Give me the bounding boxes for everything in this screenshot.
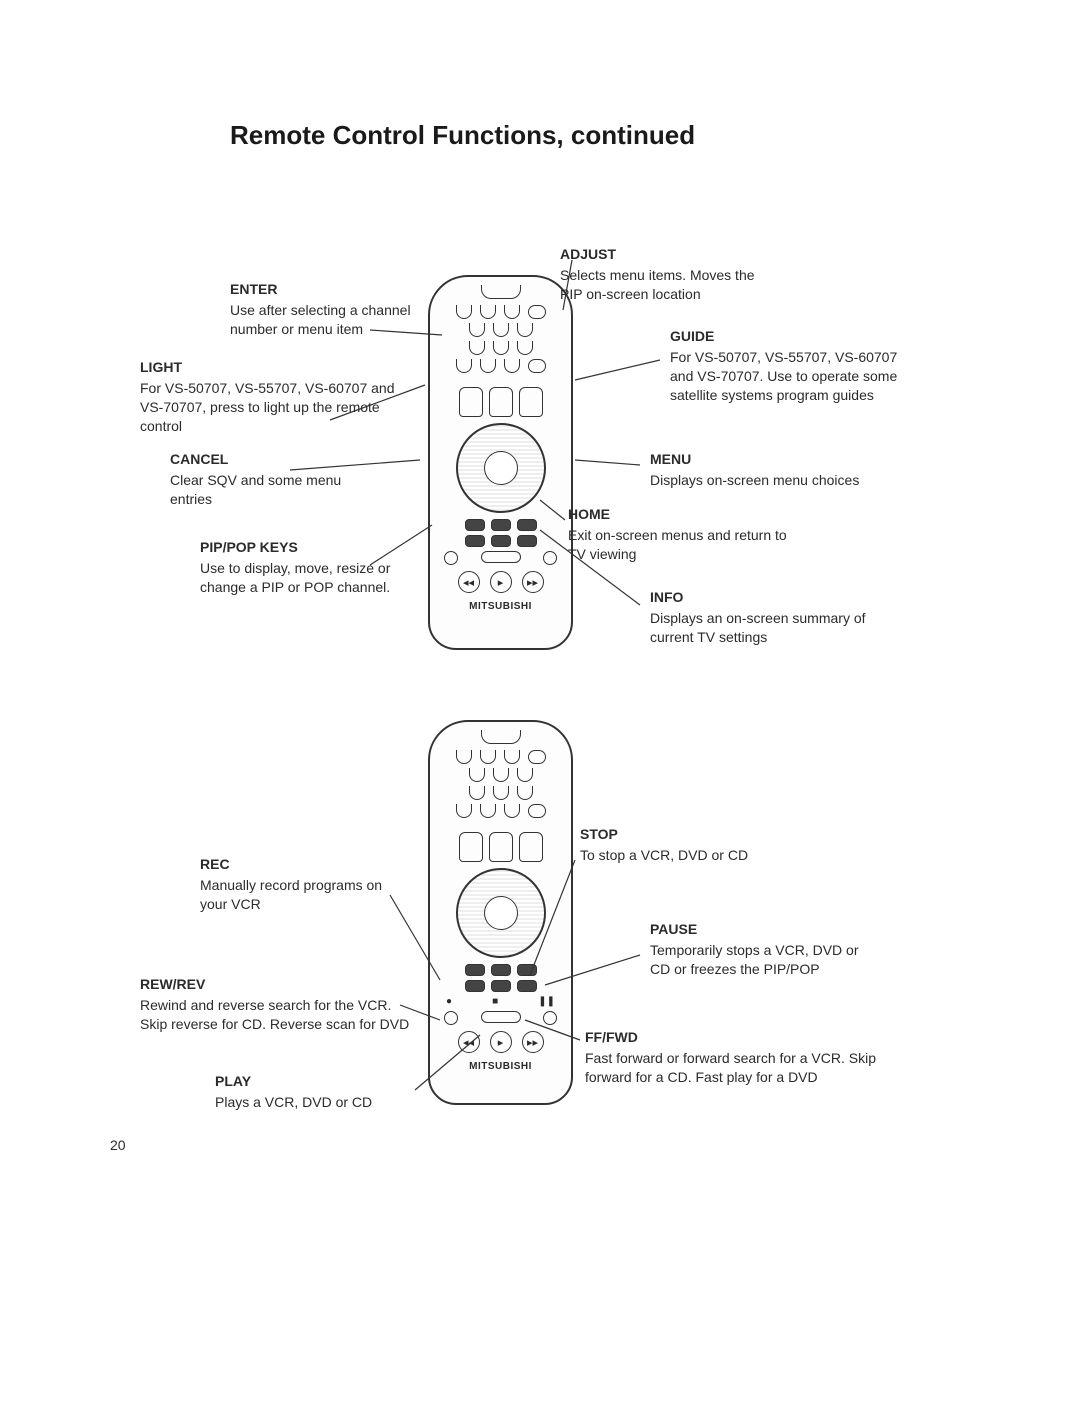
callout-fffwd: FF/FWD Fast forward or forward search fo… [585,1028,885,1087]
callout-light-label: LIGHT [140,358,420,377]
callout-rewrev-text: Rewind and reverse search for the VCR. S… [140,997,409,1032]
callout-cancel-label: CANCEL [170,450,380,469]
callout-menu-label: MENU [650,450,880,469]
callout-play: PLAY Plays a VCR, DVD or CD [215,1072,425,1112]
callout-info-text: Displays an on-screen summary of current… [650,610,866,645]
callout-pause-label: PAUSE [650,920,880,939]
callout-light-text: For VS-50707, VS-55707, VS-60707 and VS-… [140,380,395,434]
callout-adjust-label: ADJUST [560,245,780,264]
brand-label: MITSUBISHI [430,601,571,612]
callout-pause-text: Temporarily stops a VCR, DVD or CD or fr… [650,942,859,977]
callout-info: INFO Displays an on-screen summary of cu… [650,588,880,647]
callout-guide-label: GUIDE [670,327,910,346]
callout-rewrev-label: REW/REV [140,975,420,994]
remote-top-illustration: ◂◂▸▸▸ MITSUBISHI [428,275,573,650]
page-number: 20 [110,1137,126,1153]
callout-pippop: PIP/POP Keys Use to display, move, resiz… [200,538,410,597]
callout-menu: MENU Displays on-screen menu choices [650,450,880,490]
callout-pippop-label: PIP/POP Keys [200,538,410,557]
callout-pause: PAUSE Temporarily stops a VCR, DVD or CD… [650,920,880,979]
callout-stop-label: STOP [580,825,810,844]
page: Remote Control Functions, continued ◂◂▸▸… [0,0,1080,1403]
remote-bottom-illustration: ●■❚❚ ◂◂▸▸▸ MITSUBISHI [428,720,573,1105]
callout-fffwd-text: Fast forward or forward search for a VCR… [585,1050,876,1085]
callout-rewrev: REW/REV Rewind and reverse search for th… [140,975,420,1034]
stop-dot-icon: ■ [492,996,498,1007]
callout-cancel-text: Clear SQV and some menu entries [170,472,341,507]
pause-dot-icon: ❚❚ [538,996,555,1007]
callout-home: HOME Exit on-screen menus and return to … [568,505,788,564]
callout-stop-text: To stop a VCR, DVD or CD [580,847,748,863]
callout-adjust: ADJUST Selects menu items. Moves the PIP… [560,245,780,304]
callout-menu-text: Displays on-screen menu choices [650,472,859,488]
rec-dot-icon: ● [446,996,452,1007]
callout-home-text: Exit on-screen menus and return to TV vi… [568,527,787,562]
callout-home-label: HOME [568,505,788,524]
callout-guide-text: For VS-50707, VS-55707, VS-60707 and VS-… [670,349,897,403]
callout-fffwd-label: FF/FWD [585,1028,885,1047]
callout-pippop-text: Use to display, move, resize or change a… [200,560,390,595]
callout-enter-label: ENTER [230,280,430,299]
callout-light: LIGHT For VS-50707, VS-55707, VS-60707 a… [140,358,420,436]
page-title: Remote Control Functions, continued [230,120,695,151]
callout-cancel: CANCEL Clear SQV and some menu entries [170,450,380,509]
callout-enter-text: Use after selecting a channel number or … [230,302,411,337]
callout-stop: STOP To stop a VCR, DVD or CD [580,825,810,865]
callout-play-text: Plays a VCR, DVD or CD [215,1094,372,1110]
callout-guide: GUIDE For VS-50707, VS-55707, VS-60707 a… [670,327,910,405]
callout-enter: ENTER Use after selecting a channel numb… [230,280,430,339]
brand-label-bottom: MITSUBISHI [430,1061,571,1072]
callout-info-label: INFO [650,588,880,607]
callout-rec: REC Manually record programs on your VCR [200,855,400,914]
callout-play-label: PLAY [215,1072,425,1091]
callout-adjust-text: Selects menu items. Moves the PIP on-scr… [560,267,755,302]
callout-rec-label: REC [200,855,400,874]
callout-rec-text: Manually record programs on your VCR [200,877,382,912]
